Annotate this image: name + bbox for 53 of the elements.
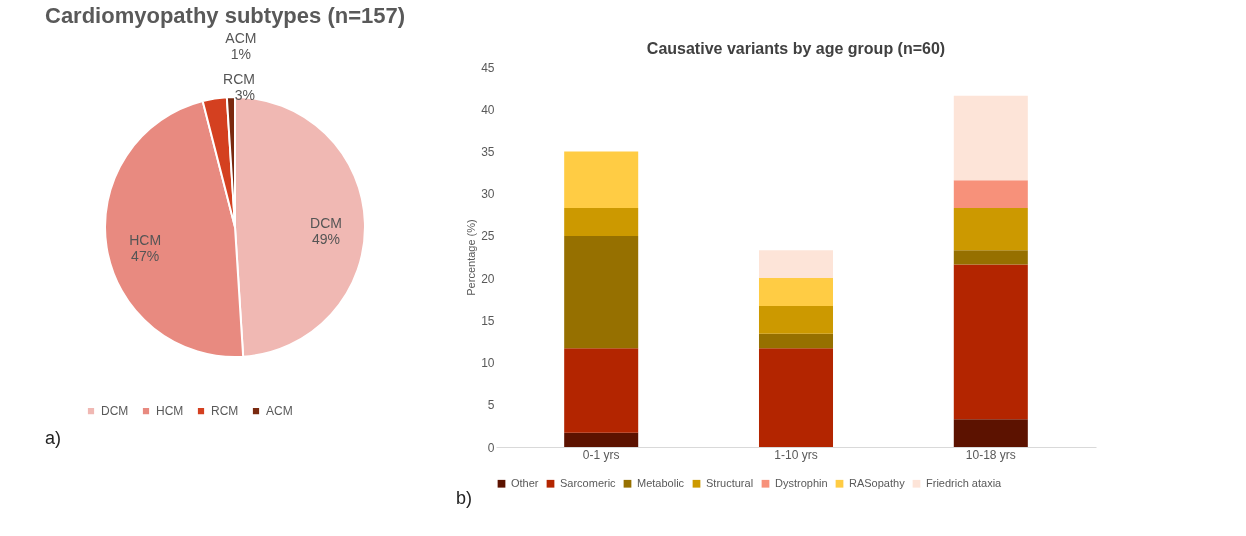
legend-label: HCM bbox=[156, 404, 184, 419]
legend-label: Other bbox=[511, 476, 539, 489]
bar bbox=[953, 180, 1028, 209]
legend-label: Dystrophin bbox=[775, 476, 828, 489]
legend-label: DCM bbox=[101, 404, 129, 419]
data-label: 47% bbox=[131, 248, 160, 265]
y-tick-label: 40 bbox=[481, 102, 495, 117]
bar bbox=[758, 348, 834, 447]
x-tick-label: 1-10 yrs bbox=[774, 447, 818, 462]
text: b) bbox=[456, 488, 473, 508]
y-tick-label: 30 bbox=[481, 187, 495, 202]
y-tick-label: 5 bbox=[487, 398, 495, 413]
bar bbox=[953, 208, 1028, 251]
bar bbox=[758, 250, 834, 279]
data-label: 49% bbox=[311, 231, 340, 248]
bar bbox=[564, 235, 639, 349]
bar bbox=[953, 419, 1028, 447]
legend-label: ACM bbox=[266, 404, 293, 419]
legend-label: Friedrich ataxia bbox=[926, 476, 1003, 489]
legend-label: RASopathy bbox=[849, 476, 906, 489]
bar bbox=[953, 250, 1028, 265]
y-tick-label: 35 bbox=[481, 144, 495, 159]
slice-label: ACM bbox=[225, 30, 257, 47]
slice-label: RCM bbox=[223, 70, 255, 87]
legend-label: Structural bbox=[706, 476, 754, 489]
y-tick-label: 45 bbox=[481, 60, 495, 75]
slice-label: DCM bbox=[310, 215, 342, 232]
y-axis-title: Percentage (%) bbox=[465, 219, 478, 296]
bar bbox=[758, 278, 834, 306]
y-tick-label: 10 bbox=[481, 356, 495, 371]
legend-label: Metabolic bbox=[637, 476, 685, 489]
bar bbox=[758, 305, 834, 334]
y-tick-label: 0 bbox=[487, 440, 495, 455]
slice-label: HCM bbox=[129, 232, 162, 249]
x-tick-label: 10-18 yrs bbox=[965, 447, 1016, 462]
bar bbox=[564, 432, 639, 447]
bar bbox=[758, 333, 834, 349]
y-tick-label: 15 bbox=[481, 313, 495, 328]
chart-title: Causative variants by age group (n=60) bbox=[646, 40, 946, 57]
y-tick-label: 20 bbox=[481, 271, 495, 286]
bar bbox=[564, 348, 639, 433]
data-label: 3% bbox=[234, 86, 255, 103]
chart-title: Cardiomyopathy subtypes (n=157) bbox=[45, 3, 406, 29]
x-tick-label: 0-1 yrs bbox=[582, 447, 620, 462]
bar bbox=[564, 151, 639, 209]
y-tick-label: 25 bbox=[481, 229, 495, 244]
legend-label: Sarcomeric bbox=[560, 476, 617, 489]
text: a) bbox=[45, 428, 62, 448]
bar bbox=[953, 95, 1028, 181]
bar bbox=[564, 208, 639, 236]
data-label: 1% bbox=[230, 46, 252, 63]
legend-label: RCM bbox=[211, 404, 239, 419]
bar bbox=[953, 264, 1028, 420]
